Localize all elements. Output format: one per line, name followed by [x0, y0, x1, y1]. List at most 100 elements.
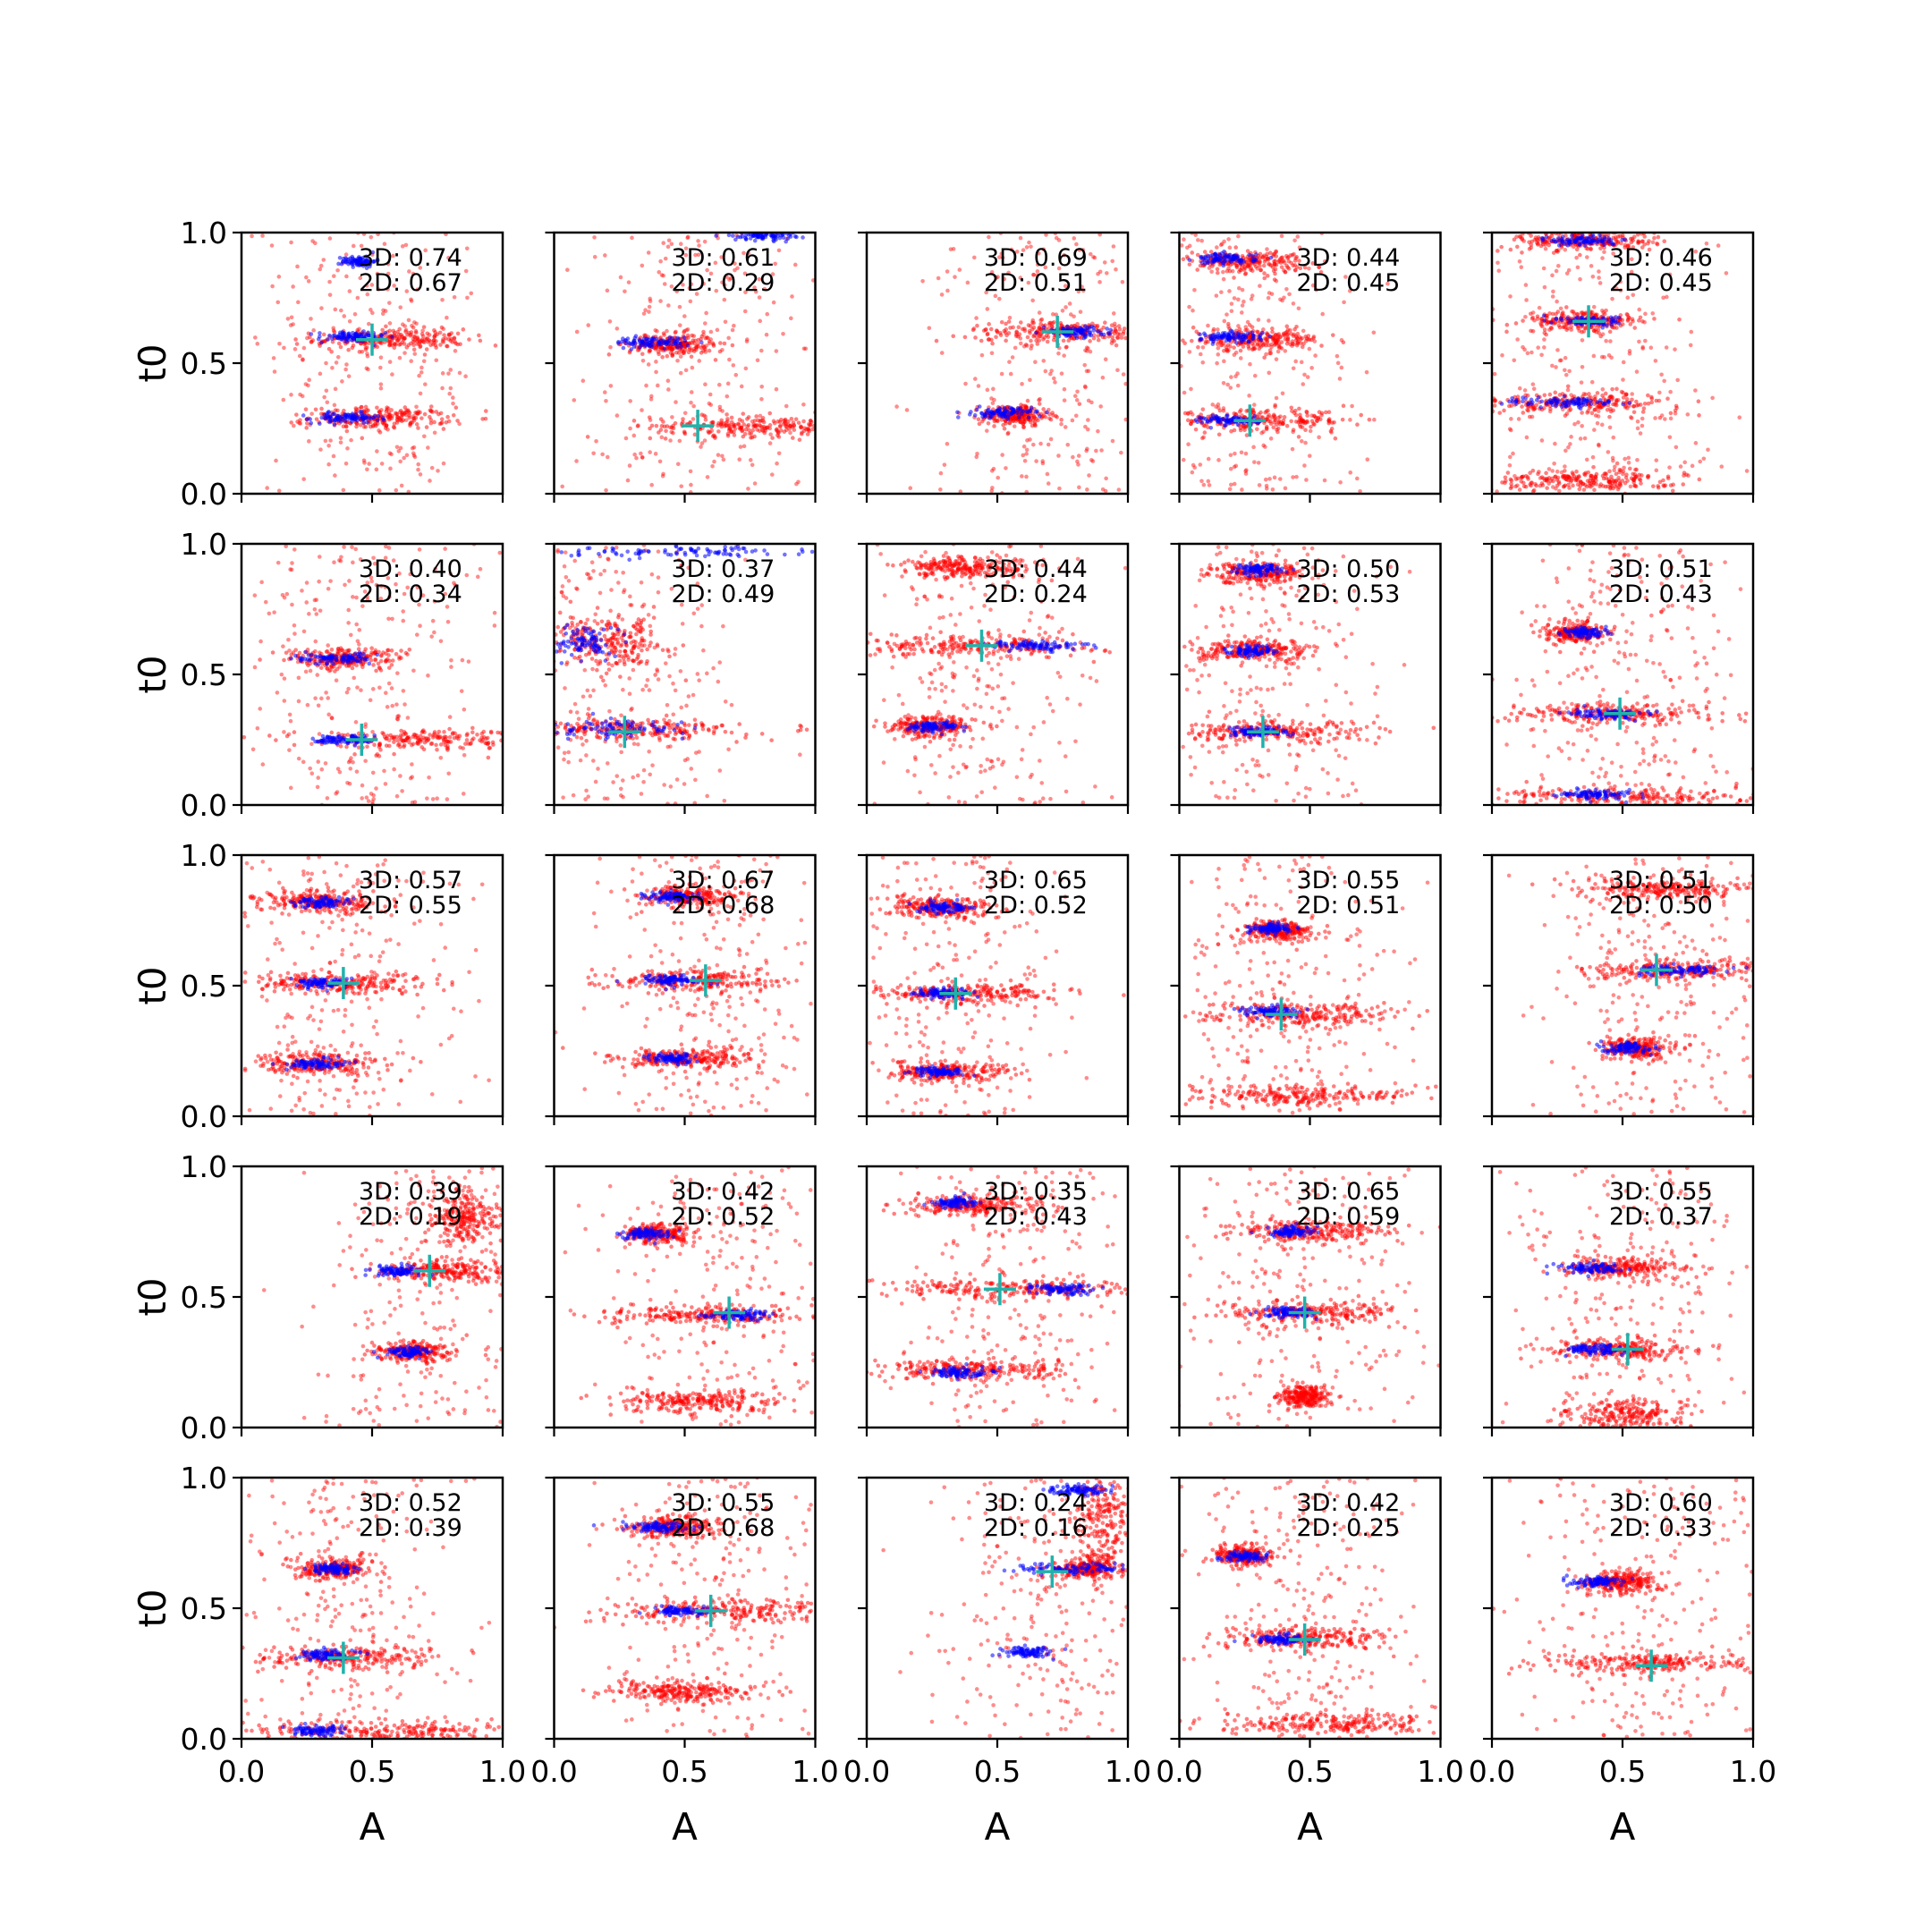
red-point	[1523, 393, 1528, 398]
red-point	[648, 296, 652, 301]
red-point	[1549, 326, 1554, 331]
red-point	[1084, 349, 1089, 353]
red-point	[707, 339, 712, 343]
red-point	[1268, 351, 1274, 356]
red-point	[1521, 411, 1526, 415]
red-point	[1600, 393, 1605, 398]
red-point	[297, 353, 302, 359]
red-point	[1041, 407, 1046, 411]
red-point	[1554, 268, 1559, 274]
red-point	[1649, 394, 1654, 400]
red-point	[411, 347, 417, 352]
red-point	[1006, 331, 1012, 335]
blue-point	[339, 419, 343, 424]
red-point	[1088, 251, 1093, 257]
red-point	[1075, 459, 1080, 464]
red-point	[428, 404, 434, 409]
red-point	[1258, 259, 1263, 265]
red-point	[1634, 369, 1640, 374]
red-point	[1113, 324, 1118, 329]
red-point	[1157, 486, 1161, 490]
red-point	[1265, 247, 1269, 251]
red-point	[1021, 248, 1026, 252]
red-point	[391, 253, 395, 258]
red-point	[1199, 238, 1204, 243]
red-point	[310, 239, 315, 243]
red-point	[1542, 345, 1546, 350]
red-point	[818, 421, 822, 426]
red-point	[1593, 413, 1598, 418]
red-point	[1555, 299, 1559, 304]
red-point	[1305, 375, 1310, 379]
red-point	[1372, 417, 1377, 422]
blue-point	[979, 411, 985, 416]
red-point	[976, 384, 981, 388]
blue-point	[357, 262, 362, 267]
red-point	[432, 419, 436, 425]
red-point	[1080, 248, 1086, 252]
blue-point	[319, 415, 325, 420]
red-point	[1171, 267, 1175, 272]
red-point	[1592, 397, 1597, 402]
red-point	[1341, 340, 1346, 345]
red-point	[446, 371, 451, 376]
blue-point	[1095, 328, 1100, 334]
blue-point	[956, 415, 961, 419]
red-point	[378, 382, 384, 386]
blue-point	[1199, 255, 1204, 260]
red-point	[646, 362, 651, 367]
red-point	[402, 455, 406, 461]
red-point	[1367, 417, 1372, 422]
red-point	[725, 381, 731, 386]
red-point	[696, 337, 701, 343]
red-point	[305, 420, 309, 426]
red-point	[730, 327, 735, 333]
red-point	[1100, 487, 1106, 492]
blue-point	[682, 338, 688, 343]
red-point	[623, 436, 629, 441]
red-point	[703, 382, 708, 387]
red-point	[1121, 332, 1126, 336]
red-point	[343, 424, 349, 428]
red-point	[838, 424, 843, 428]
blue-point	[621, 345, 626, 351]
blue-point	[1081, 335, 1087, 341]
red-point	[1637, 339, 1641, 344]
red-point	[1326, 410, 1332, 415]
red-point	[1085, 427, 1090, 432]
red-point	[1167, 343, 1172, 348]
red-point	[984, 290, 988, 295]
red-point	[1202, 250, 1208, 254]
red-point	[369, 234, 374, 240]
blue-point	[346, 331, 352, 336]
red-point	[1153, 282, 1157, 286]
red-point	[1297, 335, 1302, 340]
red-point	[655, 383, 660, 388]
blue-point	[1108, 327, 1114, 333]
red-point	[1232, 428, 1237, 433]
red-point	[1027, 240, 1031, 245]
red-point	[674, 289, 680, 294]
red-point	[1653, 359, 1658, 363]
red-point	[678, 370, 683, 376]
red-point	[1284, 287, 1289, 292]
red-point	[1098, 404, 1103, 409]
red-point	[422, 352, 428, 357]
red-point	[1347, 288, 1352, 293]
red-point	[678, 354, 683, 359]
red-point	[1148, 410, 1153, 414]
red-point	[1110, 335, 1115, 340]
red-point	[702, 321, 708, 326]
red-point	[981, 328, 987, 333]
blue-point	[755, 234, 760, 240]
blue-point	[343, 339, 348, 343]
red-point	[592, 254, 597, 259]
red-point	[311, 328, 316, 333]
red-point	[1542, 327, 1547, 332]
red-point	[592, 235, 597, 240]
red-point	[1285, 327, 1291, 333]
points	[1148, 233, 1390, 494]
red-point	[1596, 327, 1601, 332]
red-point	[1557, 488, 1562, 494]
